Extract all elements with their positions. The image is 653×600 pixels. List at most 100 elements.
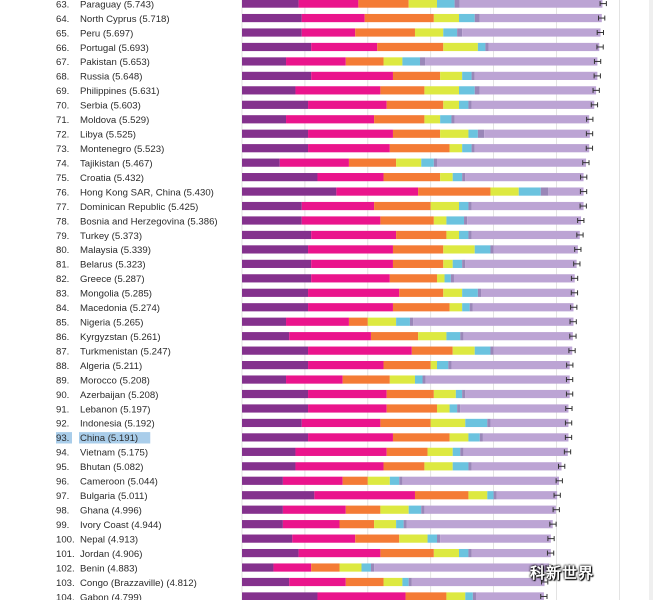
bar-segment [471,71,475,80]
row-label: Macedonia (5.274) [80,303,160,314]
bar-segment [474,245,491,254]
bar-segment [424,462,453,471]
bar-segment [386,404,437,413]
bar-segment [443,288,463,297]
bar-segment [487,418,491,428]
bar-segment [374,115,425,124]
bar-segment [468,491,488,500]
row-rank: 63. [56,0,69,10]
bar-segment [358,0,409,8]
error-bar [569,333,577,339]
bar-row-99 [242,520,557,529]
error-bar [598,15,606,21]
bar-segment [308,389,387,399]
error-bar [585,145,594,151]
bar-segment [479,86,597,95]
bar-segment [430,361,437,370]
bar-row-97 [242,491,561,500]
bar-row-92 [242,418,573,428]
bar-segment [242,375,287,384]
bar-segment [440,115,452,124]
bar-row-71 [242,115,594,124]
row-rank: 71. [56,115,69,126]
bar-segment [422,375,426,384]
bar-row-104 [242,592,548,600]
bar-segment [487,491,494,500]
bar-row-89 [242,375,574,384]
bar-segment [440,534,551,543]
bar-segment [443,100,460,109]
bar-segment [414,491,469,500]
row-rank: 65. [56,28,69,39]
row-rank: 85. [56,318,69,329]
bar-segment [242,433,309,442]
error-bar [570,304,578,310]
bar-segment [471,144,475,153]
bar-segment [374,201,431,211]
bar-segment [311,42,378,52]
bar-segment [459,13,475,23]
bar-segment [440,173,453,182]
bar-segment [433,216,447,225]
bar-segment [460,404,569,413]
bar-segment [396,520,404,529]
bar-segment [465,592,473,600]
bar-segment [383,57,403,66]
row-rank: 79. [56,231,69,242]
bar-segment [242,201,302,211]
bar-row-88 [242,361,574,370]
bar-segment [548,187,584,196]
bar-segment [389,375,415,384]
row-rank: 88. [56,361,69,372]
bar-row-66 [242,42,604,52]
bar-segment [436,0,455,8]
bar-segment [408,505,422,514]
error-bar [596,30,604,36]
bar-segment [242,57,287,66]
error-bar [585,131,594,137]
bar-segment [314,491,415,500]
bar-segment [242,230,312,240]
bar-segment [242,303,309,312]
bar-segment [308,129,393,138]
bar-segment [471,548,551,558]
row-label: Philippines (5.631) [80,86,159,97]
highlight-box [79,432,151,444]
bar-segment [242,42,312,52]
row-label: Azerbaijan (5.208) [80,390,158,401]
row-label: China (5.191) [80,433,138,444]
bar-segment [446,230,460,240]
row-label: Belarus (5.323) [80,260,146,271]
bar-segment [411,577,545,587]
row-label: Indonesia (5.192) [80,419,155,430]
bar-segment [468,129,478,138]
bar-segment [460,332,464,341]
row-rank: 101. [56,549,75,560]
bar-segment [468,201,472,211]
bar-segment [471,462,562,471]
bar-segment [455,389,463,399]
bar-segment [477,42,486,52]
bar-segment [399,288,444,297]
bar-segment [242,332,290,341]
bar-segment [454,0,460,8]
row-rank: 98. [56,506,69,517]
row-rank: 94. [56,448,69,459]
bar-row-84 [242,303,578,312]
row-label: Ivory Coast (4.944) [80,520,162,531]
bar-segment [436,534,441,543]
row-rank: 82. [56,274,69,285]
bar-segment [242,346,309,355]
bar-segment [424,505,556,514]
bar-segment [355,534,400,543]
scrollbar-track[interactable] [649,0,653,600]
bar-segment [465,259,577,268]
error-bar [573,261,581,267]
row-rank: 68. [56,72,69,83]
bar-segment [477,129,485,138]
bar-segment [433,13,460,23]
bar-segment [345,505,381,514]
bar-segment [488,42,600,52]
bar-segment [242,505,283,514]
